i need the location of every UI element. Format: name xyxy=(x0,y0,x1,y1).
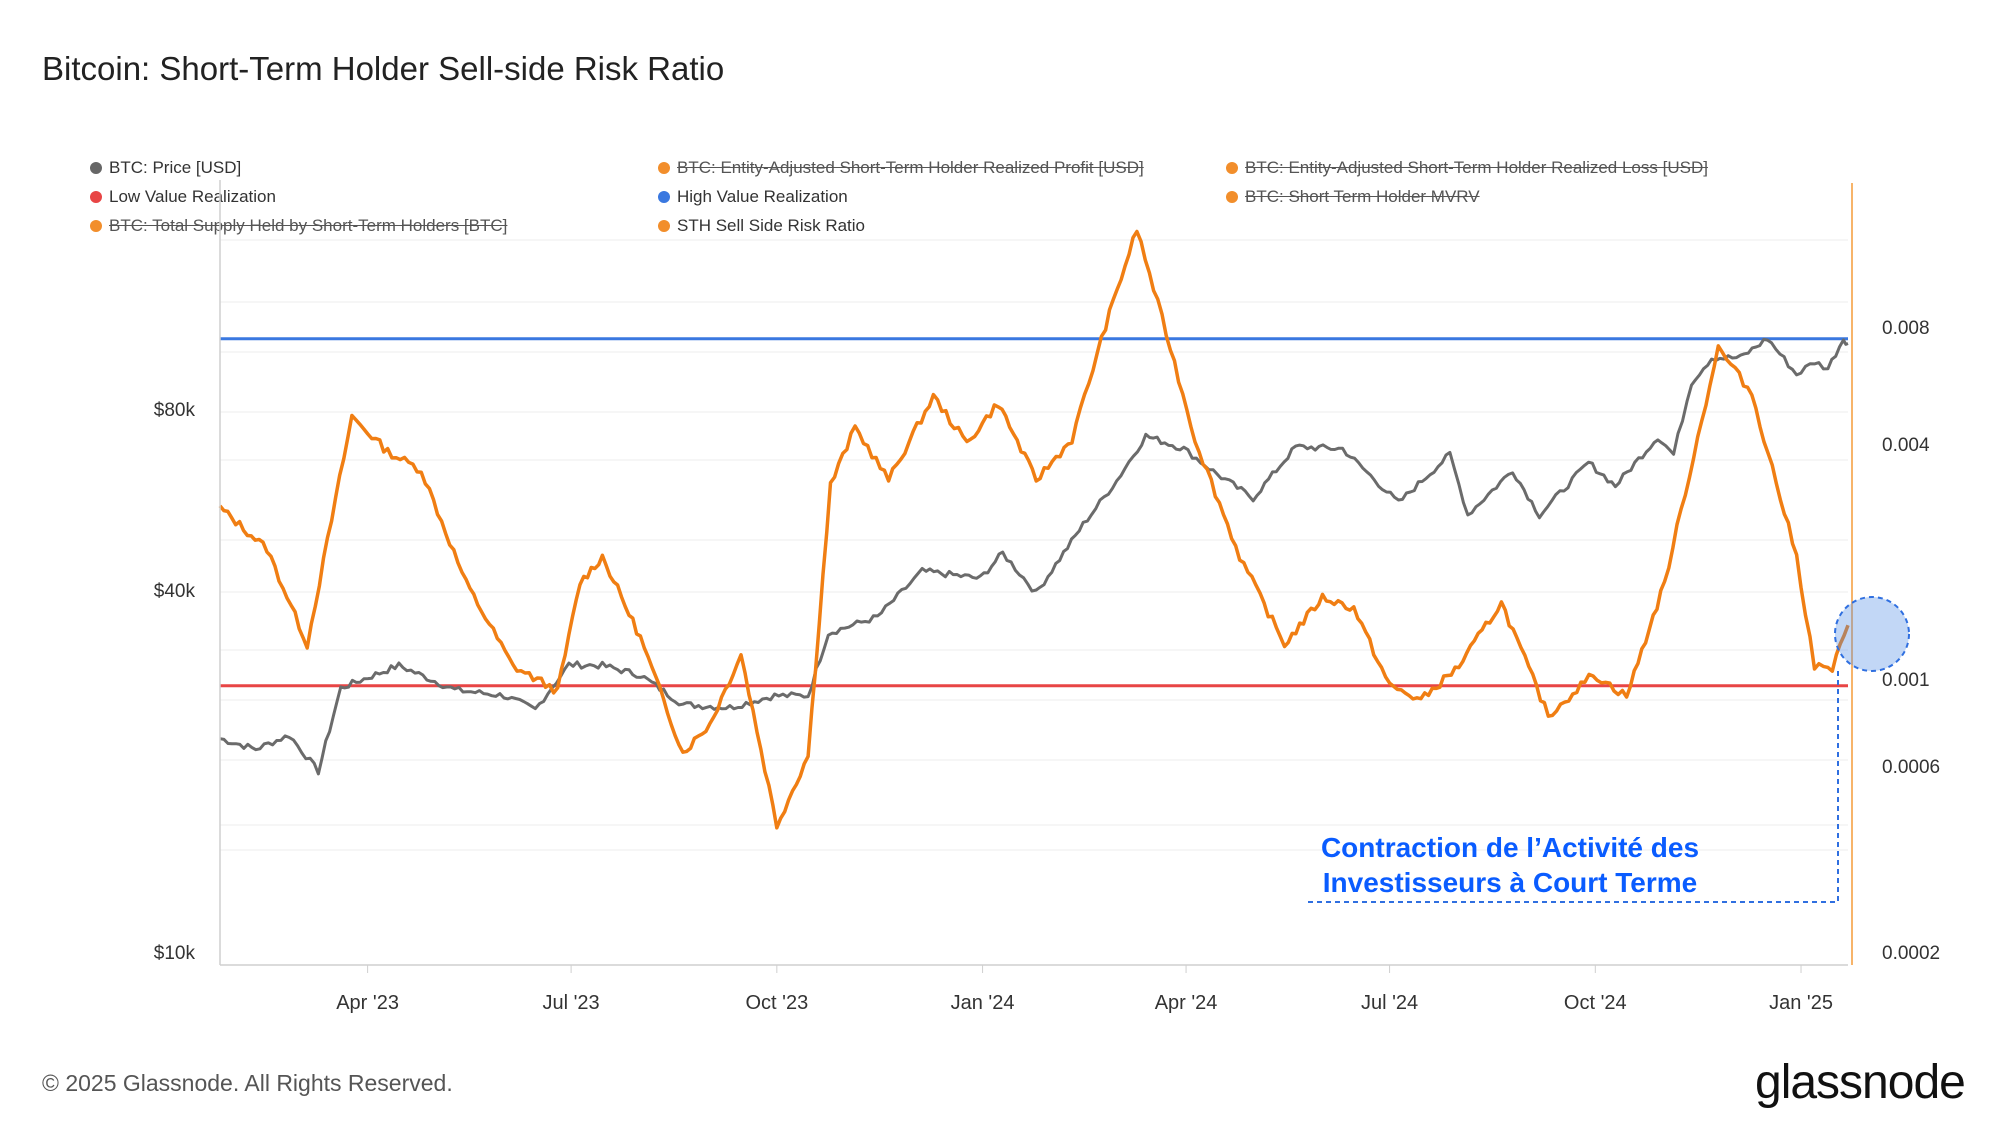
btc-price-usd-line xyxy=(219,337,1849,776)
legend-label: BTC: Entity-Adjusted Short-Term Holder R… xyxy=(677,158,1144,177)
axes xyxy=(219,180,1853,973)
legend-item[interactable]: High Value Realization xyxy=(658,187,848,207)
right-tick-label: 0.004 xyxy=(1882,435,1930,457)
highlight-circle xyxy=(1834,596,1910,672)
left-tick-label: $40k xyxy=(153,581,195,602)
right-tick-label: 0.001 xyxy=(1882,670,1930,692)
legend-item[interactable]: STH Sell Side Risk Ratio xyxy=(658,216,865,236)
x-tick-label: Oct '23 xyxy=(745,992,809,1014)
legend-dot-icon xyxy=(658,162,670,174)
legend-item[interactable]: BTC: Entity-Adjusted Short-Term Holder R… xyxy=(1226,158,1708,178)
series-lines xyxy=(218,229,1850,830)
x-tick-label: Jul '23 xyxy=(542,992,600,1014)
threshold-lines xyxy=(220,337,1848,688)
left-tick-label: $80k xyxy=(153,400,195,421)
annotation-line-1: Contraction de l’Activité des xyxy=(1320,832,1700,863)
footer-copyright: © 2025 Glassnode. All Rights Reserved. xyxy=(42,1070,453,1096)
gridlines xyxy=(220,239,1848,851)
legend-dot-icon xyxy=(90,162,102,174)
legend-dot-icon xyxy=(1226,191,1238,203)
chart-title: Bitcoin: Short-Term Holder Sell-side Ris… xyxy=(42,50,725,87)
legend-label: BTC: Total Supply Held by Short-Term Hol… xyxy=(109,216,508,235)
annotation-line-2: Investisseurs à Court Terme xyxy=(1322,867,1698,898)
x-tick-label: Apr '24 xyxy=(1154,992,1218,1014)
legend-item[interactable]: BTC: Total Supply Held by Short-Term Hol… xyxy=(90,216,507,236)
legend-dot-icon xyxy=(90,191,102,203)
legend-dot-icon xyxy=(658,220,670,232)
legend-label: BTC: Short Term Holder MVRV xyxy=(1245,187,1480,206)
annotation-marks xyxy=(1306,596,1910,903)
legend-item[interactable]: BTC: Price [USD] xyxy=(90,158,241,178)
legend-dot-icon xyxy=(1226,162,1238,174)
x-tick-label: Jul '24 xyxy=(1360,992,1419,1014)
legend-label: BTC: Entity-Adjusted Short-Term Holder R… xyxy=(1245,158,1708,177)
x-tick-label: Jan '24 xyxy=(950,992,1015,1014)
legend-label: High Value Realization xyxy=(677,187,848,206)
legend-dot-icon xyxy=(90,220,102,232)
legend-item[interactable]: BTC: Short Term Holder MVRV xyxy=(1226,187,1480,207)
right-tick-label: 0.0002 xyxy=(1882,943,1941,964)
x-tick-label: Jan '25 xyxy=(1769,992,1833,1014)
legend-item[interactable]: BTC: Entity-Adjusted Short-Term Holder R… xyxy=(658,158,1144,178)
brand-logo: glassnode xyxy=(1755,1056,1966,1109)
x-tick-label: Apr '23 xyxy=(336,992,399,1014)
sth-sell-side-risk-ratioline xyxy=(218,229,1850,830)
right-tick-label: 0.0006 xyxy=(1882,756,1941,778)
legend-dot-icon xyxy=(658,191,670,203)
left-tick-label: $10k xyxy=(153,943,195,964)
right-tick-label: 0.008 xyxy=(1882,318,1930,339)
x-tick-label: Oct '24 xyxy=(1563,992,1627,1014)
legend-item[interactable]: Low Value Realization xyxy=(90,187,276,207)
legend-label: STH Sell Side Risk Ratio xyxy=(677,216,866,235)
legend-label: BTC: Price [USD] xyxy=(109,158,242,177)
annotation-connector xyxy=(1306,671,1839,903)
legend-label: Low Value Realization xyxy=(109,187,276,206)
annotation-text: Contraction de l’Activité des Investisse… xyxy=(1290,830,1730,900)
